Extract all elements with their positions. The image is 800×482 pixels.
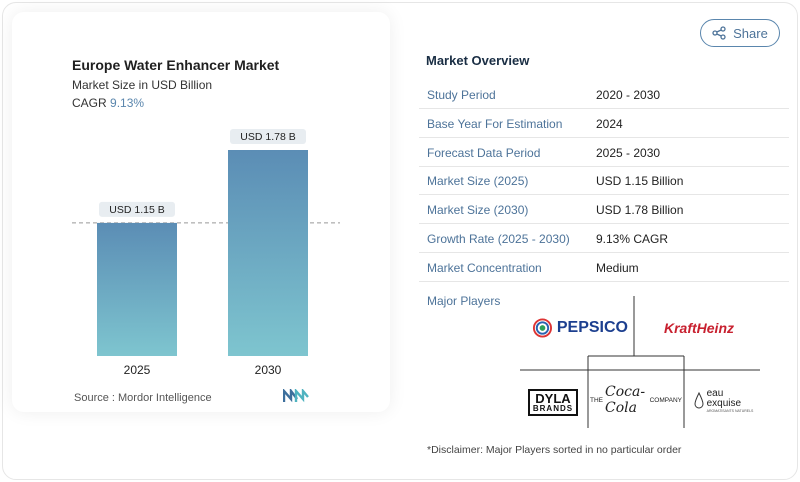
logo-grid-lines	[520, 296, 760, 428]
source-note: Source : Mordor Intelligence	[74, 392, 212, 404]
overview-row: Study Period 2020 - 2030	[419, 81, 789, 109]
cocacola-the: THE	[590, 396, 603, 404]
overview-key: Market Concentration	[427, 261, 542, 275]
overview-value: 2024	[596, 117, 623, 131]
aromatisants-text: AROMATISANTS NATURELS	[706, 408, 754, 413]
bar-2025	[97, 222, 177, 356]
share-label: Share	[733, 25, 768, 41]
data-label: USD 1.15 B	[109, 204, 164, 216]
data-label: USD 1.78 B	[240, 131, 295, 143]
data-label-bg	[99, 201, 175, 217]
dyla-brands-text: BRANDS	[532, 403, 574, 413]
overview-key: Market Size (2030)	[427, 203, 529, 217]
overview-value: 9.13% CAGR	[596, 232, 669, 246]
pepsico-globe-icon	[532, 318, 553, 338]
chart-title: Europe Water Enhancer Market	[72, 57, 280, 73]
cocacola-company: COMPANY	[649, 396, 682, 404]
x-tick-label: 2030	[255, 363, 282, 377]
kraftheinz-logo: KraftHeinz	[644, 306, 754, 350]
overview-key: Growth Rate (2025 - 2030)	[427, 232, 570, 246]
overview-value: USD 1.15 Billion	[596, 174, 684, 188]
drop-icon	[694, 391, 704, 409]
overview-row: Market Size (2025) USD 1.15 Billion	[419, 167, 789, 195]
overview-value: USD 1.78 Billion	[596, 203, 684, 217]
cocacola-script: Coca-Cola	[605, 384, 646, 416]
cagr-label: CAGR	[72, 96, 107, 110]
disclaimer: *Disclaimer: Major Players sorted in no …	[427, 444, 682, 456]
overview-key: Forecast Data Period	[427, 146, 541, 160]
overview-value: Medium	[596, 261, 639, 275]
cocacola-logo: THE Coca-Cola COMPANY	[590, 376, 682, 424]
overview-row: Market Size (2030) USD 1.78 Billion	[419, 196, 789, 224]
overview-key: Market Size (2025)	[427, 174, 529, 188]
mordor-logo	[282, 387, 309, 408]
eau-text: eau	[706, 387, 724, 399]
dyla-brands-logo: DYLA BRANDS	[522, 382, 584, 422]
pepsico-logo: PEPSICO	[532, 304, 628, 352]
overview-title: Market Overview	[426, 53, 530, 68]
overview-row: Forecast Data Period 2025 - 2030	[419, 139, 789, 167]
x-tick-label: 2025	[124, 363, 151, 377]
overview-value: 2020 - 2030	[596, 88, 661, 102]
overview-key: Study Period	[427, 88, 496, 102]
dyla-frame: DYLA BRANDS	[527, 388, 579, 416]
chart-cagr: CAGR 9.13%	[72, 96, 144, 110]
chart-subtitle: Market Size in USD Billion	[72, 78, 213, 92]
dyla-text: DYLA	[535, 390, 571, 406]
overview-row: Base Year For Estimation 2024	[419, 110, 789, 138]
pepsico-text: PEPSICO	[556, 319, 628, 336]
overview-value: 2025 - 2030	[596, 146, 661, 160]
bar-2030	[228, 150, 308, 356]
overview-row: Market Concentration Medium	[419, 254, 789, 282]
chart-card	[12, 12, 390, 412]
major-players-logos: PEPSICO KraftHeinz DYLA BRANDS THE Coca-…	[520, 296, 760, 428]
cagr-value: 9.13%	[110, 96, 145, 110]
overview-row: Growth Rate (2025 - 2030) 9.13% CAGR	[419, 225, 789, 253]
eau-exquise-logo: eau exquise AROMATISANTS NATURELS	[688, 378, 758, 424]
major-players-label: Major Players	[427, 294, 501, 308]
exquise-text: exquise	[706, 398, 742, 410]
overview-key: Base Year For Estimation	[427, 117, 563, 131]
share-button[interactable]: Share	[700, 19, 780, 47]
share-icon	[712, 26, 726, 40]
data-label-bg	[230, 129, 306, 144]
kraftheinz-text: KraftHeinz	[663, 320, 734, 336]
